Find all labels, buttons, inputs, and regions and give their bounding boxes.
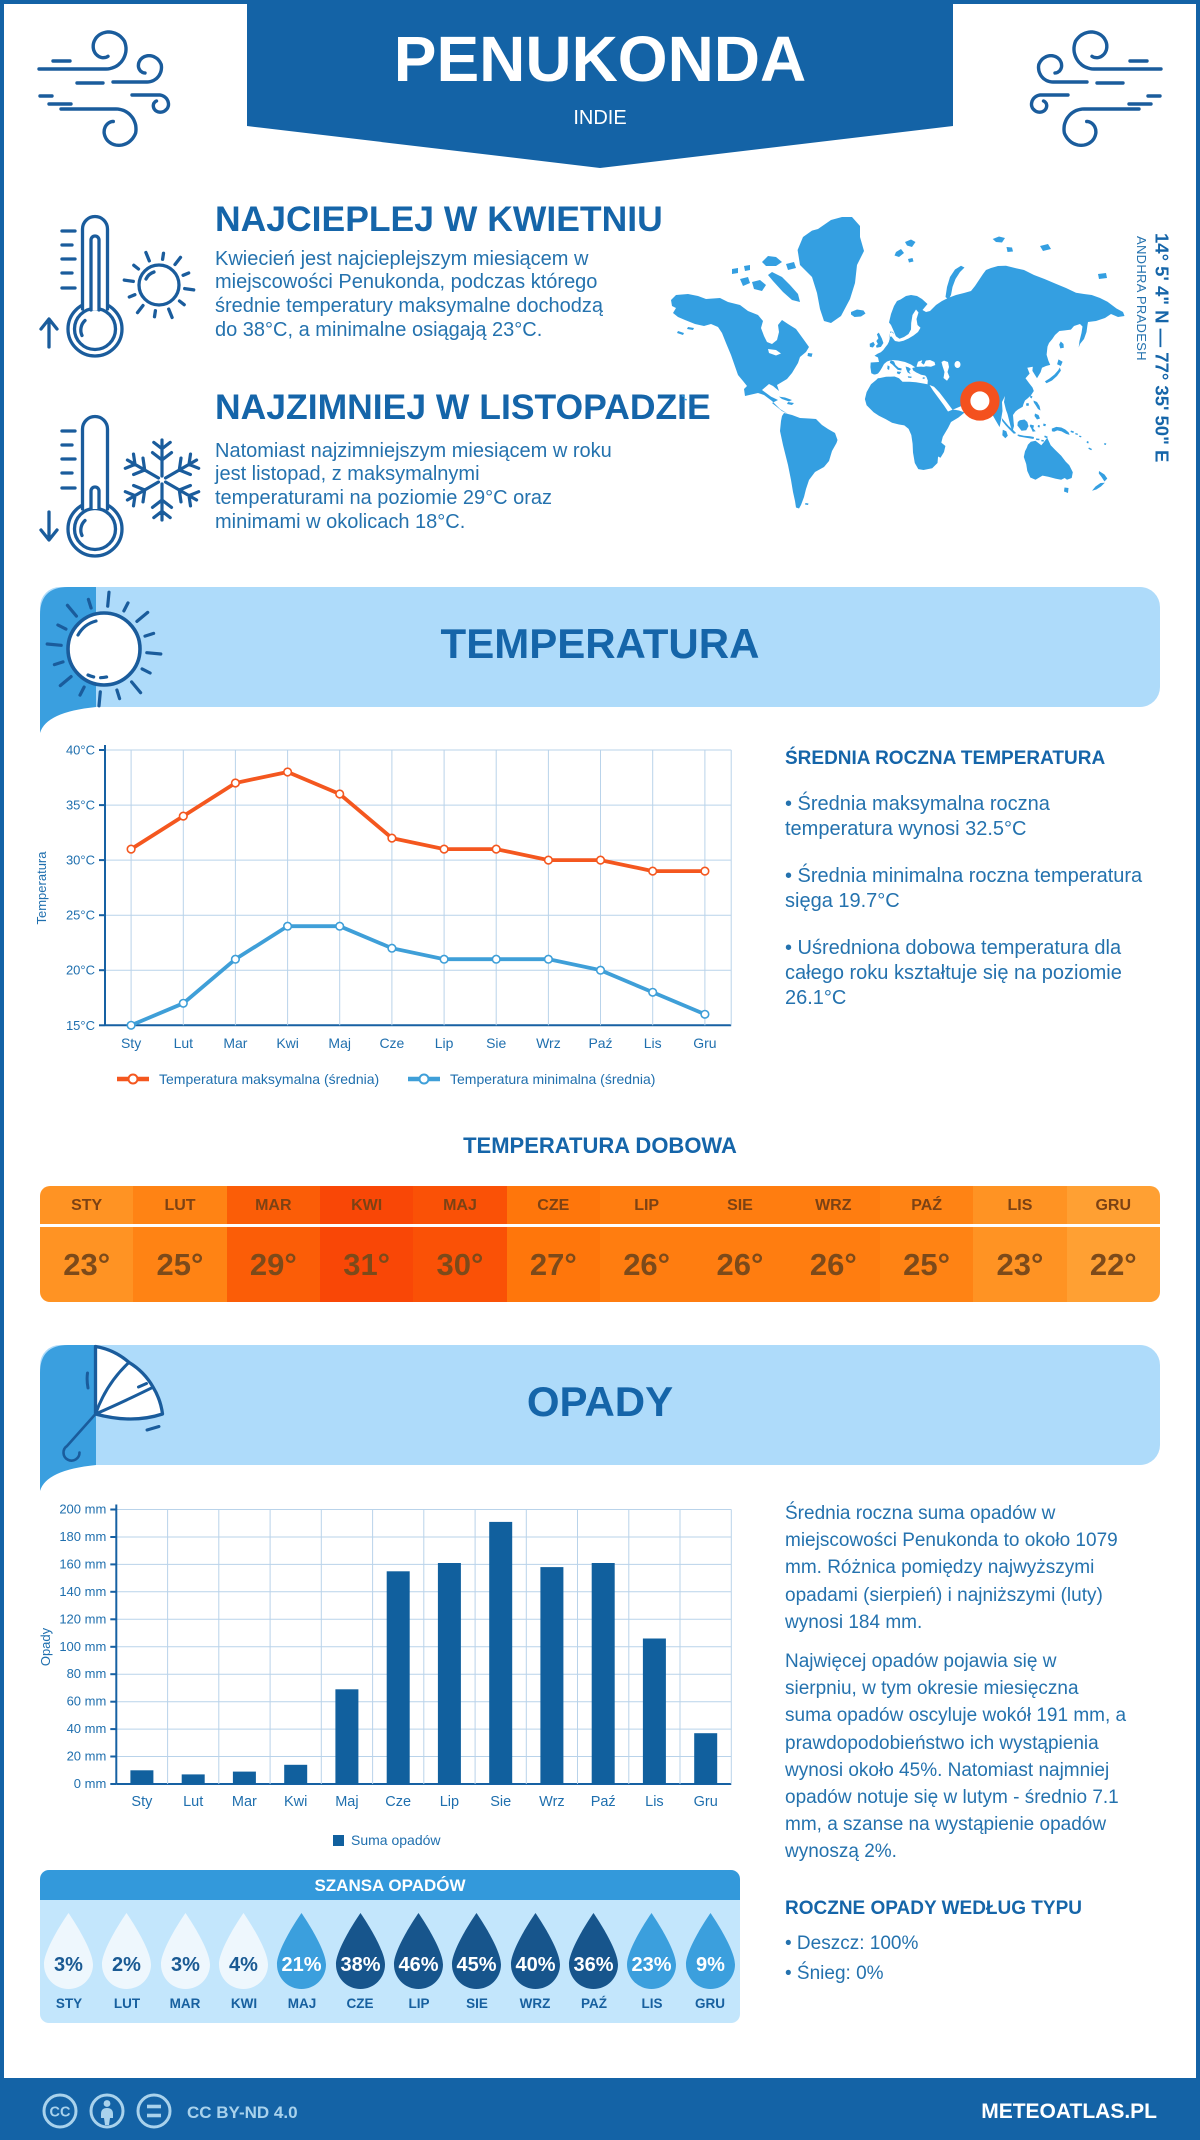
svg-text:Wrz: Wrz xyxy=(539,1794,565,1810)
svg-text:Cze: Cze xyxy=(385,1794,411,1810)
svg-text:3%: 3% xyxy=(54,1954,83,1976)
svg-text:2%: 2% xyxy=(112,1954,141,1976)
svg-text:Kwi: Kwi xyxy=(276,1035,299,1051)
svg-text:Sty: Sty xyxy=(131,1794,153,1810)
svg-text:Sty: Sty xyxy=(121,1035,141,1051)
svg-text:140 mm: 140 mm xyxy=(59,1584,106,1599)
svg-text:Lut: Lut xyxy=(174,1035,194,1051)
svg-text:25°C: 25°C xyxy=(66,908,95,923)
svg-text:Temperatura: Temperatura xyxy=(34,851,49,925)
svg-text:Maj: Maj xyxy=(335,1794,358,1810)
svg-text:46%: 46% xyxy=(398,1954,438,1976)
svg-text:Sie: Sie xyxy=(490,1794,511,1810)
svg-text:Lut: Lut xyxy=(183,1794,203,1810)
svg-text:60 mm: 60 mm xyxy=(67,1694,107,1709)
svg-text:Kwi: Kwi xyxy=(284,1794,307,1810)
svg-text:30°C: 30°C xyxy=(66,853,95,868)
svg-text:20 mm: 20 mm xyxy=(67,1749,107,1764)
svg-text:Paź: Paź xyxy=(588,1035,612,1051)
svg-text:160 mm: 160 mm xyxy=(59,1556,106,1571)
svg-text:Opady: Opady xyxy=(38,1627,53,1666)
svg-text:40°C: 40°C xyxy=(66,743,95,758)
svg-text:Mar: Mar xyxy=(223,1035,247,1051)
svg-text:Maj: Maj xyxy=(328,1035,351,1051)
svg-text:200 mm: 200 mm xyxy=(59,1502,106,1517)
svg-text:Lip: Lip xyxy=(440,1794,459,1810)
svg-text:Suma opadów: Suma opadów xyxy=(351,1832,441,1848)
svg-text:35°C: 35°C xyxy=(66,798,95,813)
svg-text:0 mm: 0 mm xyxy=(74,1776,107,1791)
svg-text:40%: 40% xyxy=(515,1954,555,1976)
svg-text:CC: CC xyxy=(50,2105,71,2121)
svg-text:Lip: Lip xyxy=(435,1035,454,1051)
svg-text:23%: 23% xyxy=(631,1954,671,1976)
svg-text:Lis: Lis xyxy=(644,1035,662,1051)
svg-text:Cze: Cze xyxy=(379,1035,404,1051)
svg-text:Sie: Sie xyxy=(486,1035,506,1051)
svg-text:Temperatura maksymalna (średni: Temperatura maksymalna (średnia) xyxy=(159,1071,379,1087)
svg-text:40 mm: 40 mm xyxy=(67,1721,107,1736)
svg-text:4%: 4% xyxy=(229,1954,258,1976)
svg-text:Paź: Paź xyxy=(591,1794,616,1810)
svg-text:36%: 36% xyxy=(573,1954,613,1976)
svg-text:120 mm: 120 mm xyxy=(59,1611,106,1626)
svg-text:21%: 21% xyxy=(281,1954,321,1976)
svg-text:20°C: 20°C xyxy=(66,963,95,978)
svg-text:Gru: Gru xyxy=(693,1035,716,1051)
svg-text:9%: 9% xyxy=(696,1954,725,1976)
svg-text:38%: 38% xyxy=(340,1954,380,1976)
svg-text:Temperatura minimalna (średnia: Temperatura minimalna (średnia) xyxy=(450,1071,655,1087)
svg-text:Lis: Lis xyxy=(645,1794,664,1810)
svg-text:180 mm: 180 mm xyxy=(59,1529,106,1544)
svg-text:45%: 45% xyxy=(456,1954,496,1976)
svg-text:3%: 3% xyxy=(171,1954,200,1976)
svg-text:Gru: Gru xyxy=(694,1794,718,1810)
svg-text:Mar: Mar xyxy=(232,1794,257,1810)
svg-text:100 mm: 100 mm xyxy=(59,1639,106,1654)
svg-text:15°C: 15°C xyxy=(66,1018,95,1033)
svg-text:Wrz: Wrz xyxy=(536,1035,561,1051)
svg-text:80 mm: 80 mm xyxy=(67,1666,107,1681)
